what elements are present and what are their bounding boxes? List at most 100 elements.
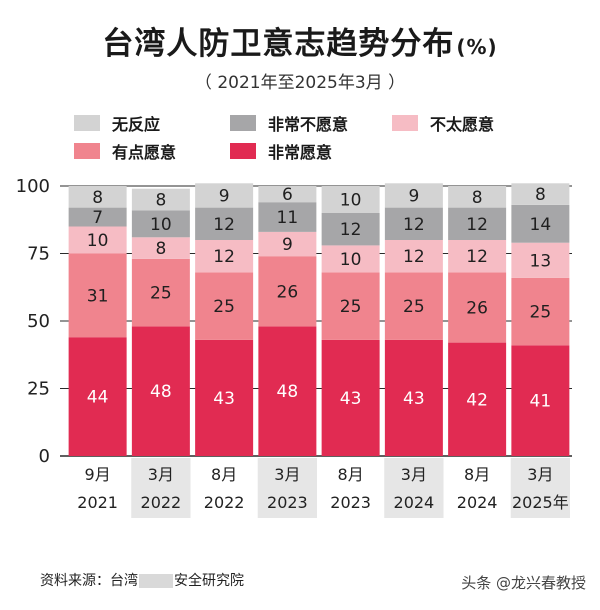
data-label: 11 [277,208,299,228]
bar-segment [384,272,443,340]
data-label: 6 [282,185,293,205]
data-label: 8 [155,239,166,259]
y-tick-label: 50 [27,311,50,332]
data-label: 10 [150,215,172,235]
data-label: 8 [92,188,103,208]
data-label: 25 [340,297,362,317]
source-note: 资料来源：台湾 安全研究院 [40,570,244,590]
x-tick-label-year: 2022 [141,493,182,512]
bar-segment [321,245,380,273]
x-tick-label-month: 9月 [85,465,111,484]
data-label: 12 [403,215,425,235]
data-label: 25 [530,303,552,323]
bar-segment [258,202,317,232]
bar-segment [258,326,317,456]
legend-swatch-not-very-willing [392,115,418,131]
data-label: 43 [340,389,362,409]
chart-subtitle: （ 2021年至2025年3月 ） [194,73,406,93]
bar-segment [448,207,507,240]
bar-segment [131,326,190,456]
bar-segment [258,231,317,257]
chart-title-text: 台湾人防卫意志趋势分布 [102,26,455,62]
data-label: 7 [92,208,103,228]
data-label: 42 [466,390,488,410]
bar-segment [384,183,443,208]
legend-swatch-very-willing [230,143,256,159]
x-tick-label-month: 3月 [274,465,300,484]
x-tick-label-year: 2024 [394,493,435,512]
bar-segment [68,253,127,338]
bar-segment [321,272,380,340]
data-label: 12 [340,220,362,240]
bar-segment [68,207,127,227]
data-label: 12 [213,247,235,267]
data-label: 9 [219,186,230,206]
x-tick-label-year: 2021 [77,493,118,512]
data-label: 8 [535,185,546,205]
data-label: 12 [403,247,425,267]
bar-segment [384,240,443,273]
x-tick-label-month: 3月 [148,465,174,484]
data-label: 26 [466,299,488,319]
data-label: 8 [472,188,483,208]
legend-item-no-response: 无反应 [74,112,160,134]
bar-segment [321,213,380,246]
category-highlight-band [384,458,444,518]
data-label: 8 [155,191,166,211]
bar-segment [511,242,570,278]
category-highlight-band [257,458,317,518]
bar-segment [131,237,190,259]
data-label: 10 [340,250,362,270]
data-label: 9 [408,186,419,206]
bar-segment [448,272,507,343]
x-tick-label-year: 2023 [267,493,308,512]
category-highlight-band [510,458,570,518]
legend-item-somewhat-willing: 有点愿意 [74,140,176,162]
bar-segment [68,337,127,456]
data-label: 43 [213,389,235,409]
data-label: 25 [150,284,172,304]
data-label: 41 [530,392,552,412]
bar-segment [131,258,190,327]
legend-label-somewhat-willing: 有点愿意 [112,143,177,162]
stacked-bar-chart: 0255075100443110789月2021482581083月202243… [16,176,572,518]
bar-segment [258,186,317,203]
bar-segment [195,207,254,240]
bar-segment [448,186,507,208]
bar-segment [448,342,507,456]
legend-item-not-very-willing: 不太愿意 [392,112,494,134]
chart-title: 台湾人防卫意志趋势分布 (%) [0,18,600,63]
y-tick-label: 75 [27,244,50,265]
legend-swatch-very-unwilling [230,115,256,131]
bar-segment [448,240,507,273]
bar-segment [321,186,380,213]
bar-segment [195,240,254,273]
legend-label-very-unwilling: 非常不愿意 [268,115,349,134]
x-tick-label-month: 8月 [338,465,364,484]
bar-segment [195,339,254,456]
bar-segment [511,204,570,243]
data-label: 25 [403,297,425,317]
data-label: 13 [530,251,552,271]
data-label: 48 [150,382,172,402]
y-tick-label: 0 [39,446,50,467]
x-tick-label-month: 8月 [464,465,490,484]
bar-segment [258,256,317,327]
bar-segment [131,188,190,211]
legend-swatch-no-response [74,115,100,131]
x-tick-label-year: 2024 [457,493,498,512]
bar-segment [68,226,127,254]
source-prefix: 资料来源：台湾 [40,573,138,589]
legend-swatch-somewhat-willing [74,143,100,159]
y-tick-label: 100 [16,176,50,197]
legend-item-very-willing: 非常愿意 [230,140,332,162]
data-label: 25 [213,297,235,317]
legend-label-no-response: 无反应 [112,115,161,134]
legend-label-very-willing: 非常愿意 [268,143,333,162]
legend-item-very-unwilling: 非常不愿意 [230,112,348,134]
data-label: 48 [277,382,299,402]
data-label: 26 [277,282,299,302]
bar-segment [511,277,570,346]
x-tick-label-month: 8月 [211,465,237,484]
bar-segment [511,183,570,205]
